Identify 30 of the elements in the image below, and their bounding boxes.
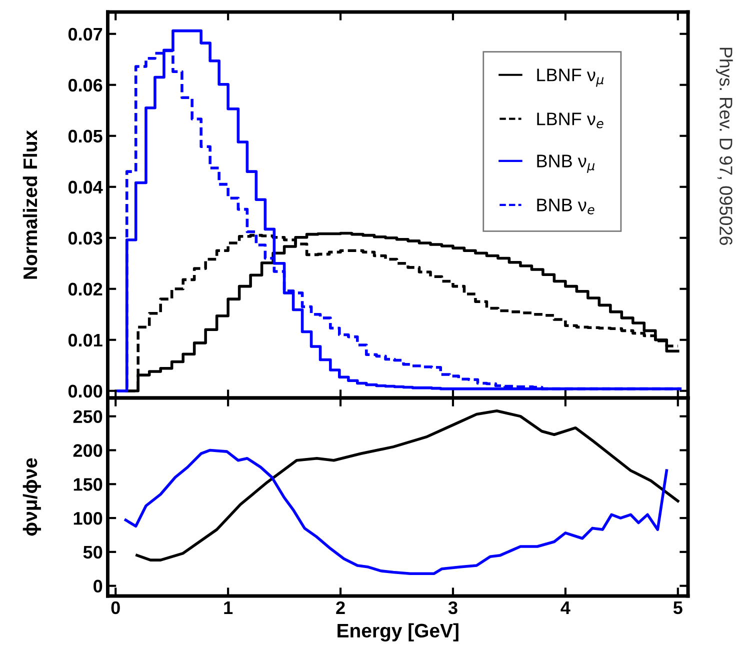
y-tick-label: 200 <box>73 444 102 457</box>
x-tick-label: 2 <box>336 601 345 614</box>
line-series <box>124 448 668 576</box>
y-tick-label: 0.05 <box>68 130 102 143</box>
x-tick-label: 4 <box>560 602 570 614</box>
legend-label: BNB ν$_{μ}$ <box>537 154 595 173</box>
legend-label: LBNF ν$_{e}$ <box>537 112 604 128</box>
line-series <box>136 409 680 562</box>
y-tick-label: 0.04 <box>68 180 103 194</box>
text: Phys. Rev. D 97, 095026 <box>716 48 733 245</box>
legend-label: LBNF ν$_{μ}$ <box>537 68 604 87</box>
x-tick-label: 3 <box>448 601 458 614</box>
y-axis-title: ϕνμ/ϕνe <box>22 458 41 536</box>
y-tick-label: 100 <box>74 512 102 525</box>
x-tick-label: 0 <box>111 601 120 614</box>
y-tick-label: 0 <box>94 580 102 593</box>
y-axis-title: Normalized Flux <box>22 130 38 279</box>
y-tick-label: 0.01 <box>68 334 102 347</box>
x-axis-title: Energy [GeV] <box>338 623 458 642</box>
x-tick-label: 5 <box>673 602 682 614</box>
y-tick-label: 50 <box>83 546 102 559</box>
y-tick-label: 150 <box>74 478 102 491</box>
y-tick-label: 0.03 <box>68 232 102 245</box>
y-tick-label: 0.06 <box>68 78 102 92</box>
x-tick-label: 1 <box>224 602 233 614</box>
legend-label: BNB ν$_{e}$ <box>537 198 594 214</box>
y-tick-label: 0.02 <box>68 282 102 296</box>
y-tick-label: 0.07 <box>68 28 102 41</box>
y-tick-label: 250 <box>73 410 102 424</box>
y-tick-label: 0.00 <box>68 384 102 398</box>
